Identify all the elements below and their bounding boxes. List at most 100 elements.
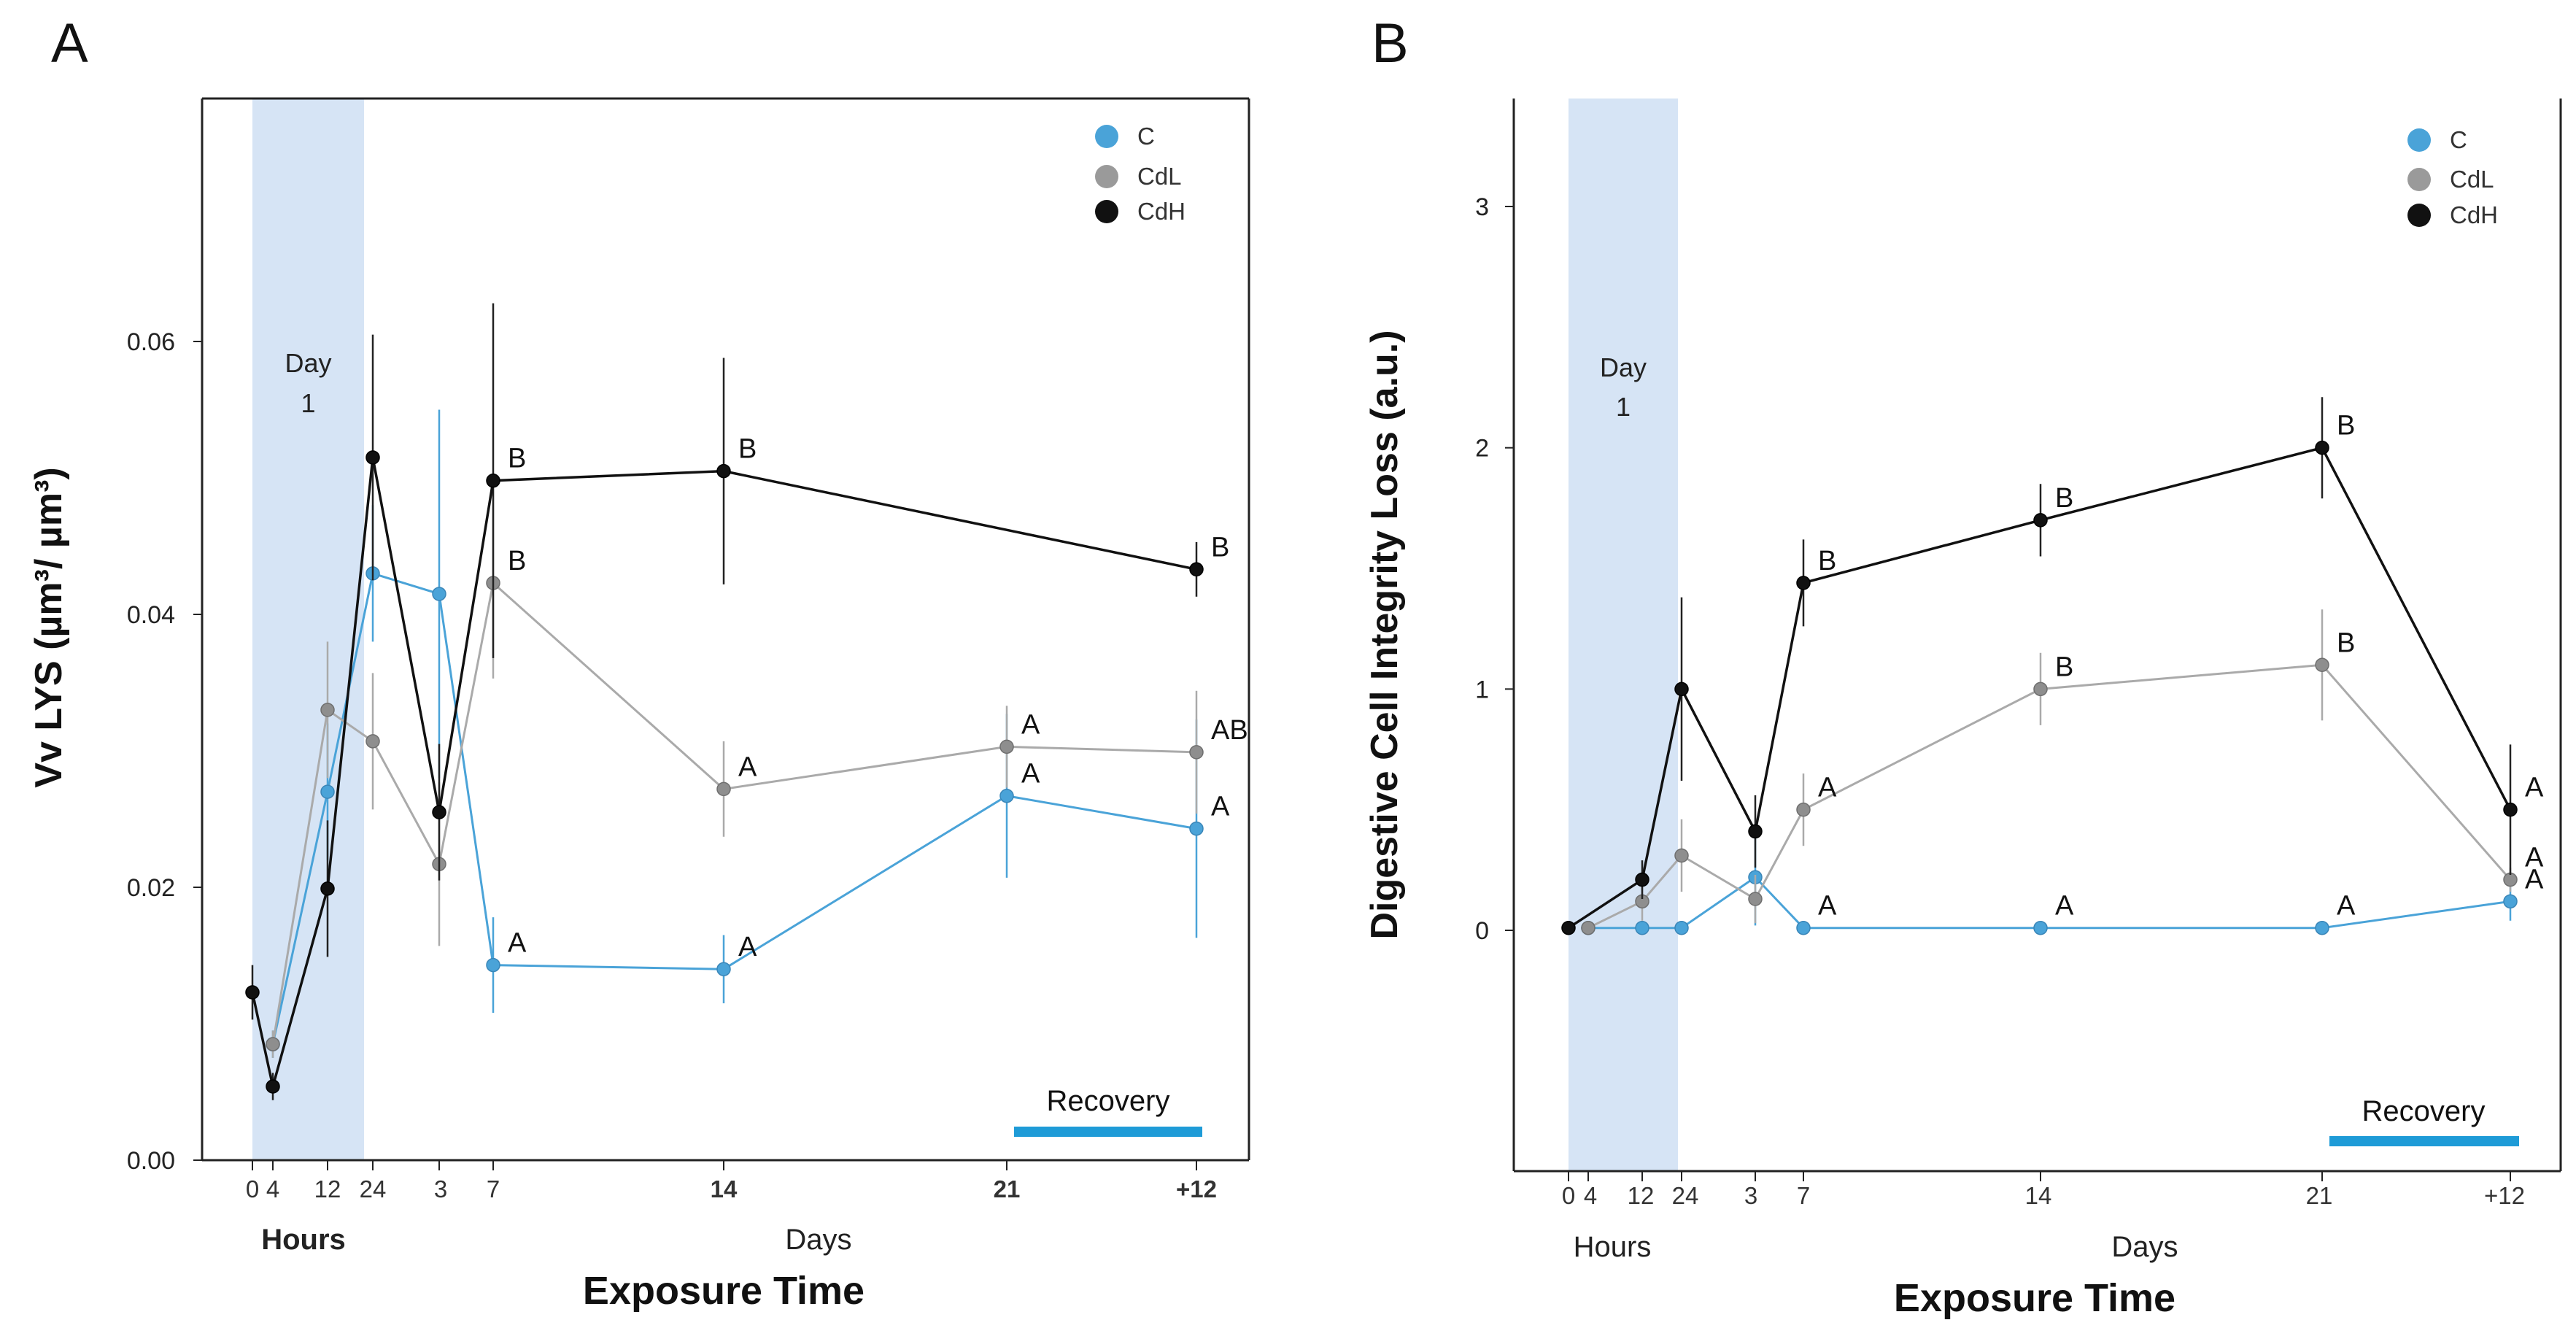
data-point (1674, 920, 1689, 935)
x-group-label-days: Days (2111, 1231, 2178, 1263)
shaded-region-label-line1: Day (1600, 352, 1647, 382)
significance-letter: A (508, 928, 527, 959)
data-point (1796, 802, 1811, 817)
x-tick-label: 4 (266, 1175, 279, 1202)
legend-marker (2407, 168, 2431, 191)
significance-letter: A (738, 932, 757, 962)
series-line (1588, 876, 2511, 930)
data-point (716, 463, 731, 479)
significance-letter: B (2055, 652, 2073, 682)
shaded-region-label-line2: 1 (1616, 392, 1631, 422)
x-axis-label: Exposure Time (583, 1269, 865, 1313)
x-tick-label: +12 (2484, 1182, 2525, 1209)
data-point (1796, 576, 1811, 590)
x-tick-label: 12 (314, 1175, 341, 1202)
data-point (320, 703, 335, 717)
y-axis-label: Vv LYS (µm³/ µm³) (28, 467, 70, 787)
data-point (2503, 872, 2518, 887)
series-line (1587, 663, 2512, 930)
legend-marker (1095, 125, 1118, 148)
data-point (1635, 872, 1649, 887)
data-point (2033, 513, 2048, 528)
x-tick-label: 24 (360, 1175, 387, 1202)
data-point (432, 587, 446, 601)
significance-letter: B (2055, 483, 2073, 514)
significance-letter: B (508, 546, 526, 576)
significance-letter: A (738, 752, 757, 782)
x-tick-label: 3 (1744, 1182, 1757, 1209)
data-point (1561, 920, 1576, 935)
significance-letter: A (2337, 891, 2356, 922)
y-tick-label: 0.06 (127, 328, 175, 356)
x-tick-label: 0 (246, 1175, 259, 1202)
x-tick-label: 4 (1584, 1182, 1597, 1209)
x-tick-label: 7 (487, 1175, 500, 1202)
significance-letter: A (1211, 792, 1230, 822)
x-group-label-days: Days (785, 1224, 851, 1256)
data-point (486, 957, 500, 973)
y-tick-label: 0.04 (127, 601, 175, 629)
data-point (2503, 802, 2518, 817)
legend-marker (1095, 200, 1118, 223)
data-point (1189, 821, 1204, 836)
x-axis-label: Exposure Time (1894, 1276, 2175, 1320)
legend-label: CdH (2450, 201, 2498, 228)
significance-letter: B (2337, 411, 2355, 441)
data-point (716, 781, 731, 797)
panel-letter: A (51, 12, 88, 74)
series-line (271, 571, 1197, 1045)
data-point (1748, 892, 1763, 906)
recovery-label: Recovery (2362, 1095, 2486, 1127)
legend-label: CdH (1137, 198, 1185, 225)
x-group-label-hours: Hours (1574, 1231, 1652, 1263)
recovery-label: Recovery (1047, 1085, 1170, 1117)
series-line (1568, 446, 2512, 930)
data-point (999, 739, 1014, 754)
significance-letter: B (1818, 546, 1836, 576)
significance-letter: B (2337, 628, 2355, 658)
x-tick-label: 3 (434, 1175, 447, 1202)
data-point (432, 805, 446, 819)
x-group-label-hours: Hours (261, 1224, 346, 1256)
data-point (1748, 824, 1763, 839)
shaded-region-label-line1: Day (285, 348, 331, 378)
significance-letter: A (1021, 759, 1040, 790)
significance-letter: A (2055, 891, 2074, 922)
y-tick-label: 0.00 (127, 1147, 175, 1175)
data-point (716, 962, 731, 976)
data-point (245, 985, 260, 1000)
significance-letter: AB (1211, 715, 1248, 746)
data-point (2503, 894, 2518, 909)
data-point (1635, 920, 1649, 935)
data-point (365, 450, 380, 465)
data-point (2033, 682, 2048, 697)
y-tick-label: 0.02 (127, 874, 175, 902)
y-axis-label: Digestive Cell Integrity Loss (a.u.) (1364, 330, 1406, 939)
series-line (271, 581, 1197, 1045)
legend-marker (2407, 128, 2431, 152)
data-point (1674, 848, 1689, 863)
data-point (1674, 682, 1689, 697)
shaded-region (1569, 99, 1678, 1171)
series-cdl: A B B A (1581, 609, 2544, 935)
shaded-region (252, 99, 364, 1160)
x-tick-label: 7 (1797, 1182, 1810, 1209)
y-tick-label: 1 (1475, 676, 1489, 703)
x-tick-label: 21 (994, 1175, 1021, 1202)
data-point (320, 881, 335, 896)
series-c: A A A A (266, 409, 1230, 1058)
legend-label: CdL (1137, 163, 1182, 190)
data-point (365, 734, 380, 749)
significance-letter: B (1211, 532, 1229, 563)
data-point (2315, 920, 2329, 935)
data-point (486, 473, 500, 488)
x-tick-label: 14 (711, 1175, 738, 1202)
x-tick-label: 24 (1672, 1182, 1699, 1209)
shaded-region-label-line2: 1 (301, 388, 315, 418)
series-line (251, 457, 1197, 1087)
x-tick-label: 0 (1562, 1182, 1575, 1209)
data-point (1189, 562, 1204, 577)
legend-marker (2407, 204, 2431, 227)
x-tick-label: +12 (1176, 1175, 1217, 1202)
data-point (1189, 745, 1204, 760)
